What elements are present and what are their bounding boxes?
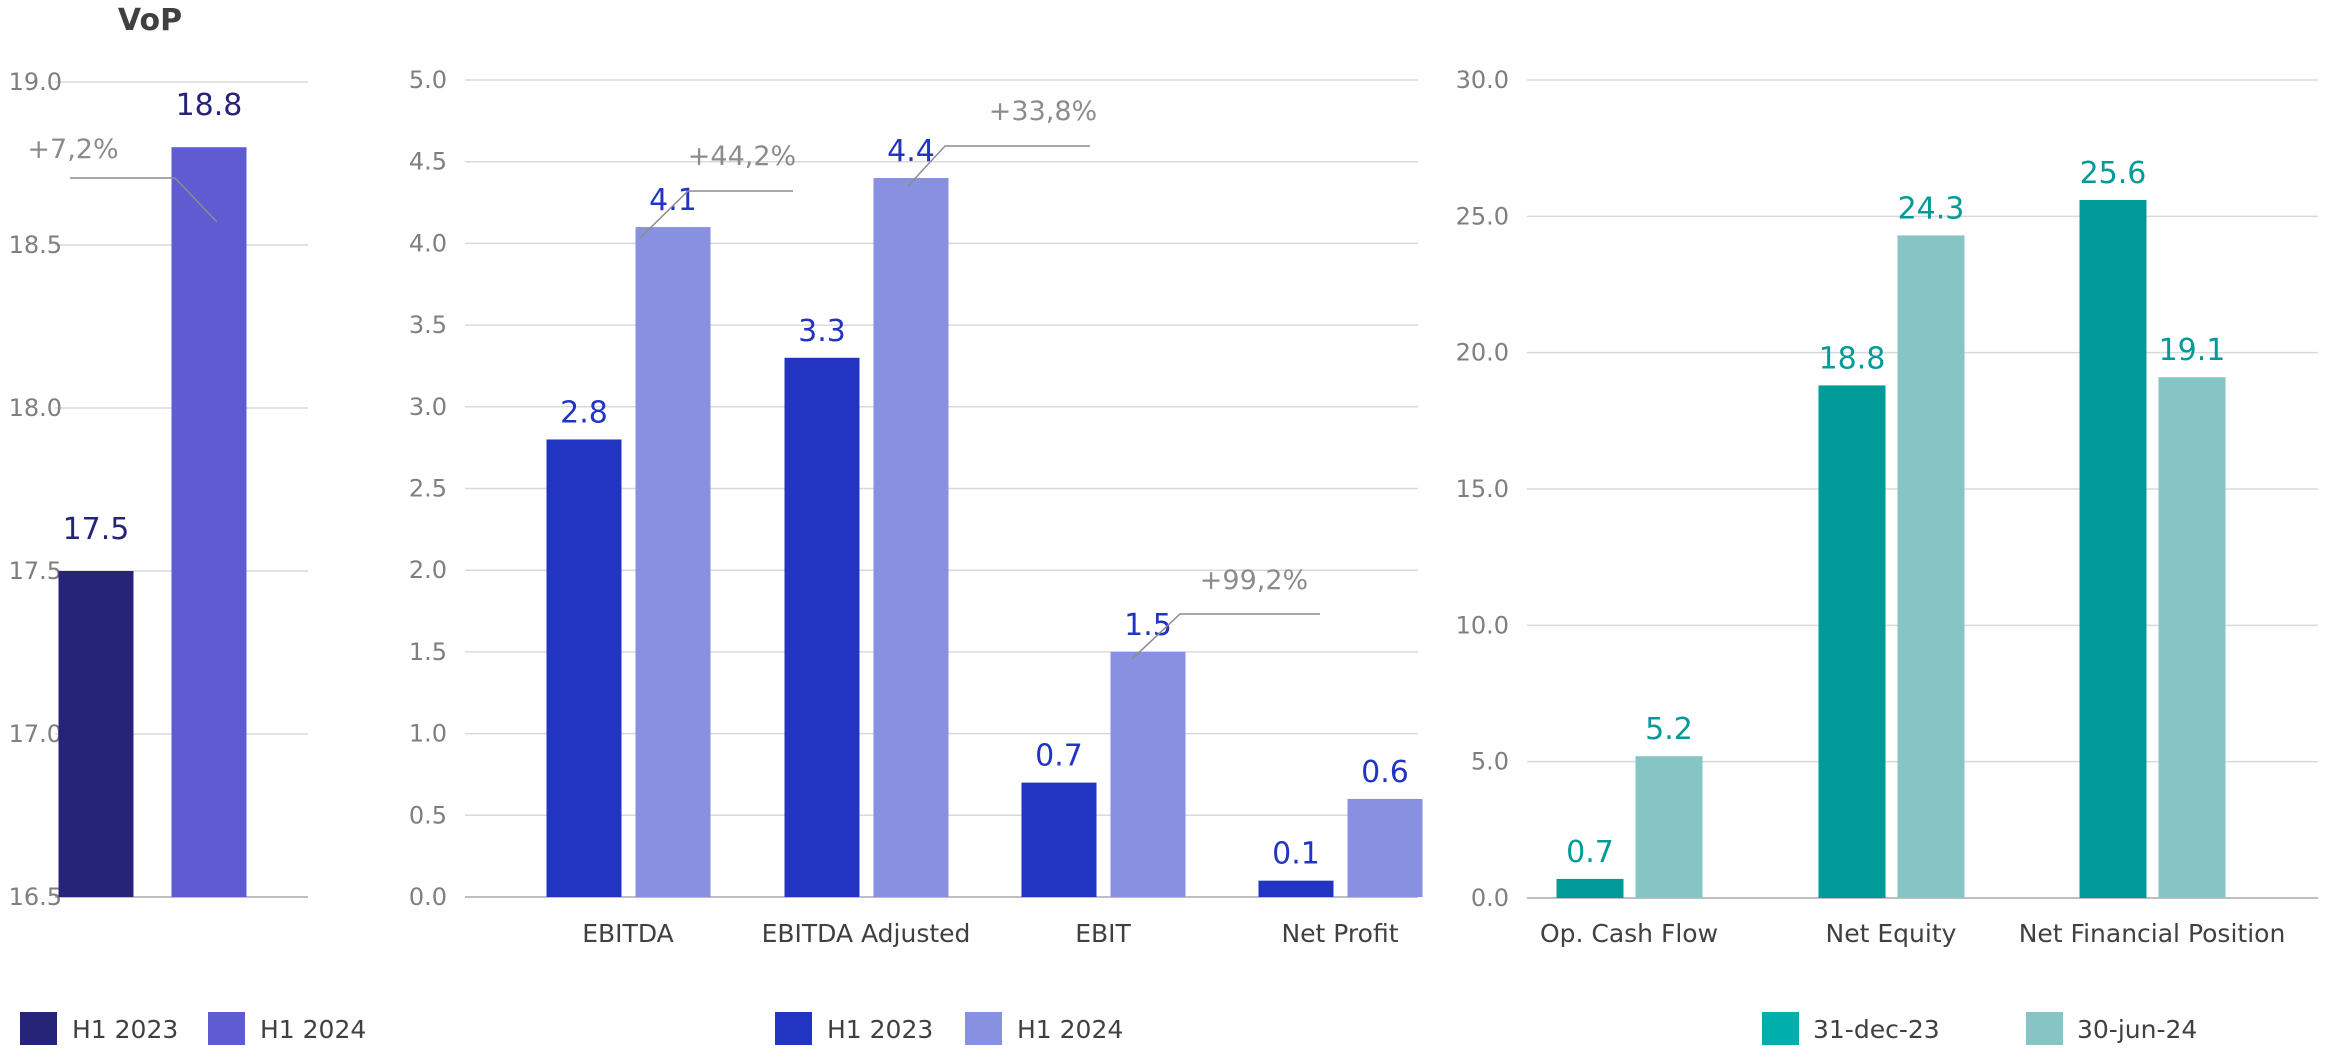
bar <box>2158 377 2226 898</box>
legend-label: H1 2024 <box>260 1015 366 1044</box>
legend-swatch <box>1762 1012 1799 1045</box>
data-label: 24.3 <box>1898 191 1965 226</box>
bar <box>635 227 711 897</box>
data-label: 2.8 <box>560 395 608 430</box>
y-tick-label: 4.0 <box>409 229 447 257</box>
data-label: 4.4 <box>887 134 935 169</box>
growth-annotation: +99,2% <box>1200 565 1308 596</box>
y-tick-label: 5.0 <box>409 66 447 94</box>
bar <box>171 147 247 897</box>
annotation-leader <box>907 145 1090 187</box>
chart-cashflow-equity: 0.0 5.0 10.0 15.0 20.0 25.0 30.0 0.7 18.8 25.6 5.2… <box>1456 66 2318 1045</box>
y-tick-label: 20.0 <box>1456 339 1509 367</box>
y-tick-label: 10.0 <box>1456 611 1509 639</box>
data-label: 18.8 <box>176 88 243 123</box>
chart-title: VoP <box>118 3 182 38</box>
legend-label: H1 2023 <box>72 1015 178 1044</box>
category-label: Op. Cash Flow <box>1540 919 1718 948</box>
bar <box>1258 880 1334 897</box>
bar <box>1347 798 1423 897</box>
annotation-leader <box>1131 613 1320 660</box>
data-label: 5.2 <box>1645 712 1693 747</box>
legend-swatch <box>20 1012 57 1045</box>
annotation-leader <box>70 177 218 223</box>
y-tick-label: 1.0 <box>409 720 447 748</box>
bar <box>1110 651 1186 897</box>
legend-label: 31-dec-23 <box>1813 1015 1940 1044</box>
bar <box>1556 878 1624 898</box>
category-label: EBITDA <box>582 919 674 948</box>
bar <box>1818 385 1886 898</box>
y-tick-label: 17.0 <box>9 720 62 748</box>
bar <box>784 357 860 897</box>
growth-annotation: +7,2% <box>27 134 118 165</box>
legend-swatch <box>208 1012 245 1045</box>
data-label: 3.3 <box>798 314 846 349</box>
legend-label: H1 2024 <box>1017 1015 1123 1044</box>
category-label: Net Equity <box>1826 919 1957 948</box>
y-tick-label: 0.5 <box>409 801 447 829</box>
data-label: 1.5 <box>1124 608 1172 643</box>
y-tick-label: 1.5 <box>409 638 447 666</box>
y-tick-label: 18.0 <box>9 394 62 422</box>
data-label: 0.6 <box>1361 755 1409 790</box>
data-label: 18.8 <box>1819 341 1886 376</box>
y-tick-label: 2.0 <box>409 556 447 584</box>
data-label: 17.5 <box>63 512 130 547</box>
bar <box>2079 199 2147 898</box>
annotation-leader <box>639 190 793 239</box>
y-tick-label: 0.0 <box>1471 884 1509 912</box>
category-label: EBITDA Adjusted <box>762 919 971 948</box>
y-tick-label: 18.5 <box>9 231 62 259</box>
data-label: 19.1 <box>2159 333 2226 368</box>
legend-swatch <box>775 1012 812 1045</box>
y-tick-label: 30.0 <box>1456 66 1509 94</box>
data-label: 4.1 <box>649 183 697 218</box>
category-label: Net Profit <box>1281 919 1398 948</box>
bar <box>546 439 622 897</box>
legend-label: 30-jun-24 <box>2077 1015 2197 1044</box>
y-tick-label: 25.0 <box>1456 202 1509 230</box>
y-tick-label: 17.5 <box>9 557 62 585</box>
y-tick-label: 15.0 <box>1456 475 1509 503</box>
chart-vop: 16.5 17.0 17.5 18.0 18.5 19.0 VoP 17.5 18.8 +7,2%… <box>9 3 366 1045</box>
bar <box>58 571 134 897</box>
chart-ebitda-profit: 0.0 0.5 1.0 1.5 2.0 2.5 3.0 3.5 4.0 4.5 5.0 2.8 3.3 0… <box>409 66 1423 1045</box>
legend-label: H1 2023 <box>827 1015 933 1044</box>
y-tick-label: 0.0 <box>409 883 447 911</box>
bar <box>1021 782 1097 897</box>
data-label: 0.1 <box>1272 837 1320 872</box>
data-label: 25.6 <box>2080 156 2147 191</box>
y-tick-label: 4.5 <box>409 148 447 176</box>
category-label: EBIT <box>1075 919 1131 948</box>
legend-swatch <box>965 1012 1002 1045</box>
legend-swatch <box>2026 1012 2063 1045</box>
y-tick-label: 5.0 <box>1471 748 1509 776</box>
y-tick-label: 3.0 <box>409 393 447 421</box>
data-label: 0.7 <box>1035 739 1083 774</box>
growth-annotation: +33,8% <box>989 96 1097 127</box>
bar <box>873 178 949 898</box>
data-label: 0.7 <box>1566 835 1614 870</box>
y-tick-label: 3.5 <box>409 311 447 339</box>
y-tick-label: 19.0 <box>9 68 62 96</box>
bar <box>1897 235 1965 899</box>
y-tick-label: 16.5 <box>9 883 62 911</box>
y-tick-label: 2.5 <box>409 475 447 503</box>
bar <box>1635 756 1703 898</box>
growth-annotation: +44,2% <box>688 141 796 172</box>
category-label: Net Financial Position <box>2019 919 2286 948</box>
